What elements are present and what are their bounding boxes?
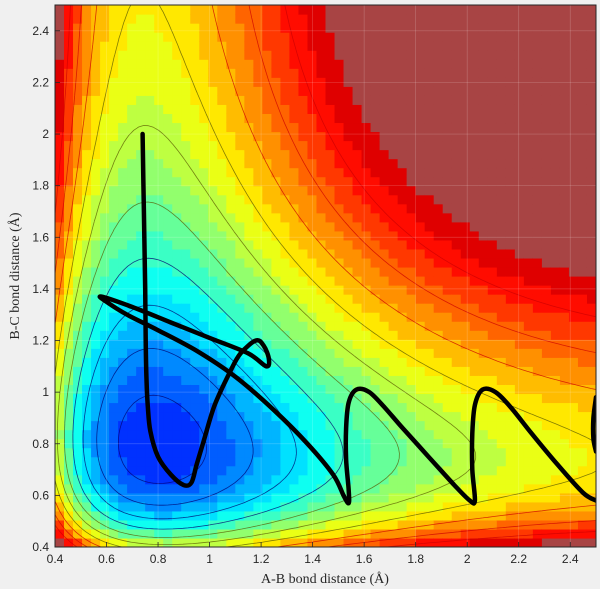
x-axis-label: A-B bond distance (Å)	[261, 571, 389, 587]
trajectory-series	[97, 131, 596, 506]
y-tick-label: 0.8	[32, 437, 49, 451]
contour-line	[82, 304, 297, 520]
x-tick-label: 2	[464, 552, 471, 566]
potential-energy-surface	[55, 5, 596, 547]
contour-line	[72, 257, 344, 530]
y-tick-label: 1.2	[32, 334, 49, 348]
trajectory-line	[590, 395, 596, 454]
plot-area	[55, 5, 596, 547]
contour-line	[55, 5, 596, 547]
x-tick-label: 0.4	[47, 552, 64, 566]
y-tick-label: 1	[42, 385, 49, 399]
y-tick-label: 2.4	[32, 24, 49, 38]
x-tick-label: 1.6	[356, 552, 373, 566]
x-tick-label: 1.4	[304, 552, 321, 566]
plot-frame	[54, 4, 597, 548]
x-tick-label: 0.8	[150, 552, 167, 566]
y-tick-label: 0.4	[32, 540, 49, 554]
contour-line	[55, 5, 596, 547]
y-tick-label: 1.8	[32, 179, 49, 193]
y-axis-label: B-C bond distance (Å)	[7, 212, 23, 339]
contour-lines	[55, 5, 596, 547]
contour-line	[96, 348, 254, 506]
x-tick-label: 1.2	[253, 552, 270, 566]
x-tick-label: 1.8	[407, 552, 424, 566]
trajectory-line	[97, 131, 596, 506]
contour-line	[55, 5, 596, 547]
y-tick-label: 1.4	[32, 282, 49, 296]
contour-line	[55, 5, 596, 547]
x-tick-label: 1	[206, 552, 213, 566]
y-tick-label: 1.6	[32, 230, 49, 244]
contour-line	[56, 125, 477, 545]
x-axis-ticks: 0.4 0.6 0.8 1 1.2 1.4 1.6 1.8 2 2.2 2.4	[47, 542, 579, 566]
x-tick-label: 0.6	[98, 552, 115, 566]
y-tick-label: 2.2	[32, 75, 49, 89]
y-tick-label: 0.6	[32, 488, 49, 502]
x-tick-label: 2.2	[510, 552, 527, 566]
contour-line	[64, 201, 400, 538]
y-tick-label: 2	[42, 127, 49, 141]
x-tick-label: 2.4	[562, 552, 579, 566]
y-axis-ticks: 0.4 0.6 0.8 1 1.2 1.4 1.6 1.8 2 2.2 2.4	[32, 24, 60, 554]
